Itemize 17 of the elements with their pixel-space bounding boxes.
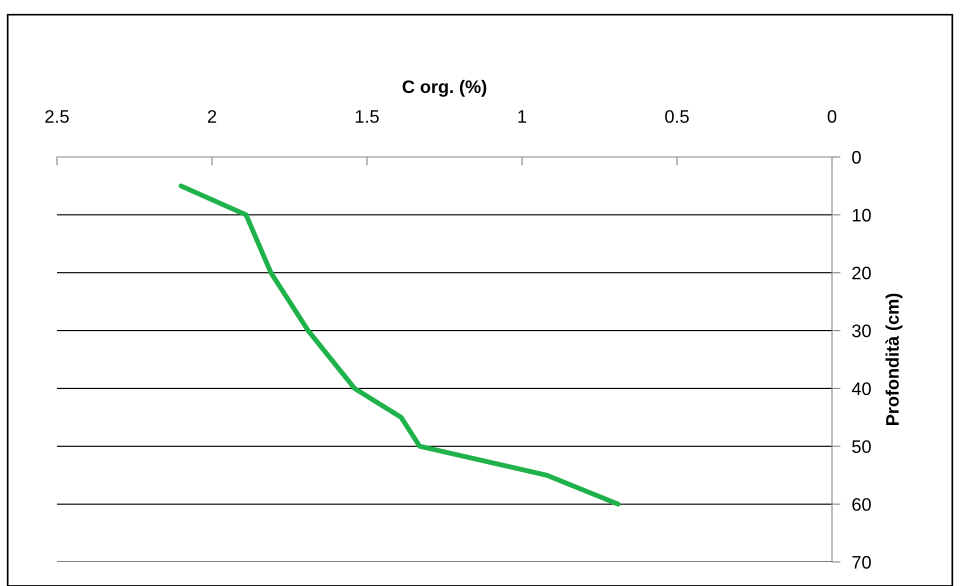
x-tick-label: 2.5: [45, 110, 69, 123]
x-axis-title: C org. (%): [402, 80, 486, 97]
x-tick-label: 1: [518, 110, 526, 123]
x-tick-label: 0: [828, 110, 836, 123]
y-tick-label: 40: [852, 382, 871, 396]
y-tick-label: 50: [852, 440, 871, 454]
y-axis-title: Profondità (cm): [885, 294, 902, 425]
y-tick-label: 0: [852, 150, 861, 164]
y-tick-label: 30: [852, 324, 871, 338]
x-tick-label: 0.5: [665, 110, 689, 123]
y-tick-label: 60: [852, 498, 871, 511]
y-tick-label: 10: [852, 208, 871, 222]
x-tick-label: 1.5: [356, 110, 379, 123]
y-tick-label: 70: [852, 556, 871, 569]
x-tick-label: 2: [208, 110, 216, 123]
line-series: [178, 184, 621, 507]
y-tick-label: 20: [852, 266, 871, 280]
